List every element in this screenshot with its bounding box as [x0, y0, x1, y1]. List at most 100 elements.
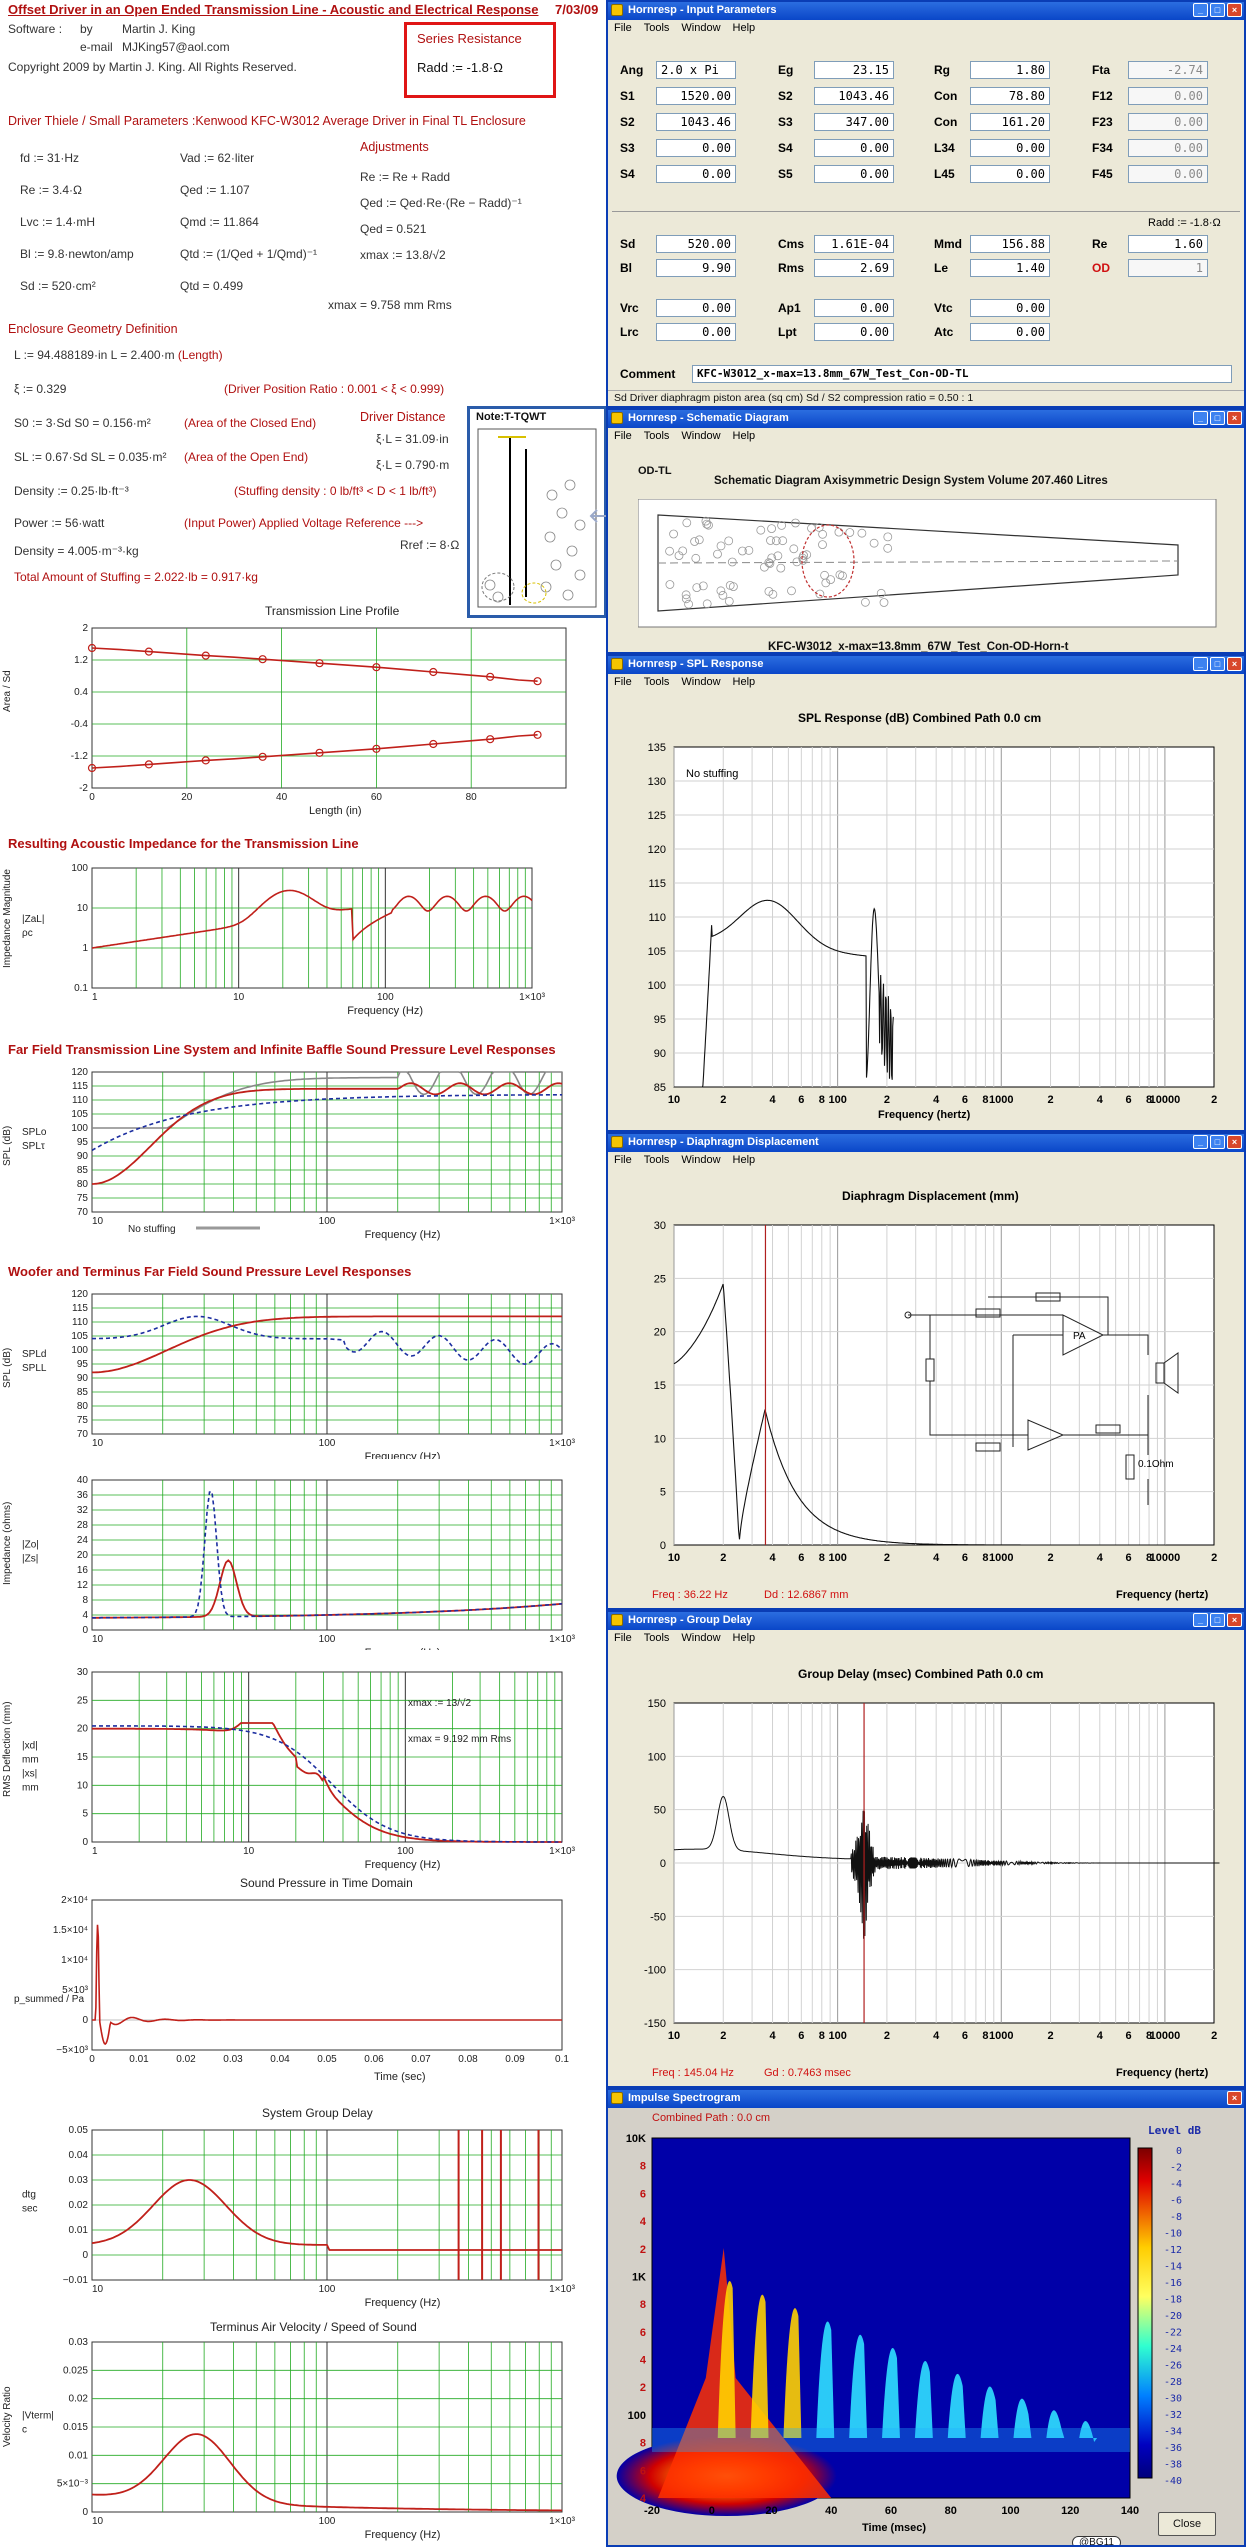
param-field-s4[interactable]: 0.00: [814, 139, 894, 157]
param-label-sd: Sd: [620, 237, 636, 251]
param-field-f45[interactable]: 0.00: [1128, 165, 1208, 183]
param-field-lrc[interactable]: 0.00: [656, 323, 736, 341]
menu-help[interactable]: Help: [732, 676, 756, 688]
maximize-button[interactable]: □: [1210, 3, 1225, 17]
param-field-con[interactable]: 161.20: [970, 113, 1050, 131]
param-label-s2: S2: [620, 115, 635, 129]
param-field-atc[interactable]: 0.00: [970, 323, 1050, 341]
menu-tools[interactable]: Tools: [643, 22, 670, 34]
title-bar[interactable]: Hornresp - Schematic Diagram _ □ ×: [608, 410, 1244, 428]
menu-window[interactable]: Window: [681, 676, 721, 688]
param-field-vtc[interactable]: 0.00: [970, 299, 1050, 317]
param-field-f12[interactable]: 0.00: [1128, 87, 1208, 105]
param-label-vtc: Vtc: [934, 301, 953, 315]
param-field-f23[interactable]: 0.00: [1128, 113, 1208, 131]
menu-window[interactable]: Window: [681, 1154, 721, 1166]
close-icon[interactable]: ×: [1227, 411, 1242, 425]
stuffing-mark: [724, 536, 734, 546]
maximize-button[interactable]: □: [1210, 411, 1225, 425]
param-field-ang[interactable]: 2.0 x Pi: [656, 61, 736, 79]
param-field-le[interactable]: 1.40: [970, 259, 1050, 277]
tick-label: 75: [77, 1193, 89, 1204]
title-bar[interactable]: Hornresp - Input Parameters _ □ ×: [608, 2, 1244, 20]
param-field-s5[interactable]: 0.00: [814, 165, 894, 183]
param-field-cms[interactable]: 1.61E-04: [814, 235, 894, 253]
tick-label: 0.1: [555, 2054, 569, 2065]
close-icon[interactable]: ×: [1227, 3, 1242, 17]
close-icon[interactable]: ×: [1227, 1135, 1242, 1149]
param-field-vrc[interactable]: 0.00: [656, 299, 736, 317]
param-field-con[interactable]: 78.80: [970, 87, 1050, 105]
param-field-l45[interactable]: 0.00: [970, 165, 1050, 183]
stuffing-mark: [692, 583, 702, 592]
profile-marker: [201, 651, 210, 660]
menu-help[interactable]: Help: [732, 430, 756, 442]
param-field-od[interactable]: 1: [1128, 259, 1208, 277]
minimize-button[interactable]: _: [1193, 657, 1208, 671]
menu-tools[interactable]: Tools: [643, 1632, 670, 1644]
menu-help[interactable]: Help: [732, 1632, 756, 1644]
tick-label: 85: [77, 1387, 89, 1398]
menu-file[interactable]: File: [614, 1154, 632, 1166]
param-field-mmd[interactable]: 156.88: [970, 235, 1050, 253]
close-button[interactable]: Close: [1158, 2512, 1216, 2536]
title-bar[interactable]: Hornresp - Diaphragm Displacement _ □ ×: [608, 1134, 1244, 1152]
param-field-sd[interactable]: 520.00: [656, 235, 736, 253]
param-field-re[interactable]: 1.60: [1128, 235, 1208, 253]
comment-label: Comment: [620, 367, 676, 381]
param-field-lpt[interactable]: 0.00: [814, 323, 894, 341]
close-icon[interactable]: ×: [1227, 2091, 1242, 2105]
param-label-f45: F45: [1092, 167, 1113, 181]
param-field-s3[interactable]: 347.00: [814, 113, 894, 131]
stuffing-mark: [787, 586, 796, 596]
menu-tools[interactable]: Tools: [643, 430, 670, 442]
minimize-button[interactable]: _: [1193, 3, 1208, 17]
param-field-l34[interactable]: 0.00: [970, 139, 1050, 157]
menu-help[interactable]: Help: [732, 22, 756, 34]
menu-file[interactable]: File: [614, 1632, 632, 1644]
param-field-rms[interactable]: 2.69: [814, 259, 894, 277]
menu-file[interactable]: File: [614, 676, 632, 688]
param-field-f34[interactable]: 0.00: [1128, 139, 1208, 157]
menu-file[interactable]: File: [614, 430, 632, 442]
close-icon[interactable]: ×: [1227, 657, 1242, 671]
plot-area: [91, 867, 533, 989]
menu-window[interactable]: Window: [681, 1632, 721, 1644]
param-field-s3[interactable]: 0.00: [656, 139, 736, 157]
title-bar[interactable]: Hornresp - Group Delay _ □ ×: [608, 1612, 1244, 1630]
param-field-s2[interactable]: 1043.46: [656, 113, 736, 131]
axis-label: |Zo|: [22, 1540, 39, 1551]
menu-tools[interactable]: Tools: [643, 1154, 670, 1166]
menu-tools[interactable]: Tools: [643, 676, 670, 688]
tick-label: 110: [72, 1317, 88, 1328]
param-sd: Sd := 520·cm²: [20, 279, 96, 293]
title-bar[interactable]: Hornresp - SPL Response _ □ ×: [608, 656, 1244, 674]
param-field-fta[interactable]: -2.74: [1128, 61, 1208, 79]
email-link[interactable]: MJKing57@aol.com: [122, 40, 230, 54]
axis-label: SPL (dB): [2, 1126, 13, 1166]
stuffing-mark: [798, 556, 808, 565]
maximize-button[interactable]: □: [1210, 657, 1225, 671]
close-icon[interactable]: ×: [1227, 1613, 1242, 1627]
title-bar[interactable]: Impulse Spectrogram ×: [608, 2090, 1244, 2108]
param-field-eg[interactable]: 23.15: [814, 61, 894, 79]
maximize-button[interactable]: □: [1210, 1135, 1225, 1149]
param-field-s4[interactable]: 0.00: [656, 165, 736, 183]
param-field-bl[interactable]: 9.90: [656, 259, 736, 277]
maximize-button[interactable]: □: [1210, 1613, 1225, 1627]
param-field-s2[interactable]: 1043.46: [814, 87, 894, 105]
profile-marker: [87, 763, 97, 773]
menu-window[interactable]: Window: [681, 22, 721, 34]
param-field-rg[interactable]: 1.80: [970, 61, 1050, 79]
minimize-button[interactable]: _: [1193, 411, 1208, 425]
minimize-button[interactable]: _: [1193, 1613, 1208, 1627]
axis-label: dtg: [22, 2190, 36, 2201]
minimize-button[interactable]: _: [1193, 1135, 1208, 1149]
menu-help[interactable]: Help: [732, 1154, 756, 1166]
menu-file[interactable]: File: [614, 22, 632, 34]
menu-window[interactable]: Window: [681, 430, 721, 442]
param-field-ap1[interactable]: 0.00: [814, 299, 894, 317]
comment-field[interactable]: KFC-W3012_x-max=13.8mm_67W_Test_Con-OD-T…: [692, 365, 1232, 383]
param-field-s1[interactable]: 1520.00: [656, 87, 736, 105]
window-title: Impulse Spectrogram: [628, 2092, 741, 2104]
